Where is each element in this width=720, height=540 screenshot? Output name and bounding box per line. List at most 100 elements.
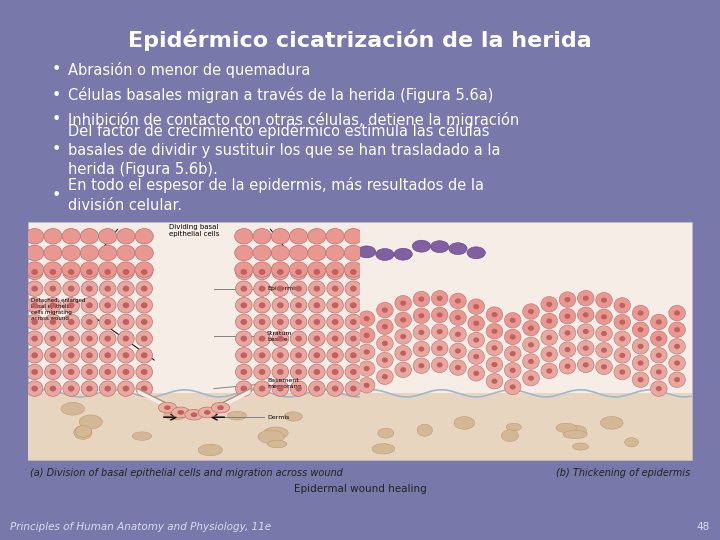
Ellipse shape <box>45 281 61 296</box>
Text: •: • <box>52 63 61 78</box>
Ellipse shape <box>327 364 343 380</box>
Ellipse shape <box>309 314 325 330</box>
Ellipse shape <box>86 302 93 308</box>
Ellipse shape <box>595 309 612 325</box>
Ellipse shape <box>86 269 93 275</box>
Ellipse shape <box>473 370 480 376</box>
Ellipse shape <box>104 369 111 375</box>
Ellipse shape <box>50 269 56 275</box>
Ellipse shape <box>564 314 570 319</box>
Ellipse shape <box>455 365 461 370</box>
Ellipse shape <box>382 374 388 379</box>
Ellipse shape <box>572 443 588 450</box>
Ellipse shape <box>632 355 649 371</box>
Ellipse shape <box>136 331 153 346</box>
Ellipse shape <box>68 286 74 292</box>
Ellipse shape <box>577 340 594 356</box>
Ellipse shape <box>313 336 320 342</box>
Ellipse shape <box>99 364 116 380</box>
Text: •: • <box>52 187 61 202</box>
Ellipse shape <box>468 366 485 381</box>
Ellipse shape <box>289 245 307 261</box>
Ellipse shape <box>307 245 326 261</box>
Ellipse shape <box>104 302 111 308</box>
Ellipse shape <box>327 298 343 313</box>
Ellipse shape <box>313 269 320 275</box>
Ellipse shape <box>32 352 38 358</box>
Ellipse shape <box>62 262 81 278</box>
Ellipse shape <box>99 331 116 346</box>
Ellipse shape <box>505 329 521 345</box>
Ellipse shape <box>650 381 667 396</box>
Ellipse shape <box>473 321 480 326</box>
Ellipse shape <box>240 386 247 392</box>
Ellipse shape <box>400 301 406 306</box>
Ellipse shape <box>326 245 344 261</box>
Ellipse shape <box>413 341 430 357</box>
Ellipse shape <box>418 347 424 352</box>
Ellipse shape <box>235 262 253 278</box>
Ellipse shape <box>619 320 625 325</box>
Ellipse shape <box>104 319 111 325</box>
Ellipse shape <box>523 354 539 369</box>
Ellipse shape <box>68 352 74 358</box>
Ellipse shape <box>656 353 662 358</box>
Ellipse shape <box>326 228 344 244</box>
Text: 48: 48 <box>697 522 710 532</box>
Ellipse shape <box>295 336 302 342</box>
Ellipse shape <box>382 341 388 346</box>
Ellipse shape <box>563 430 587 438</box>
Ellipse shape <box>253 281 271 296</box>
Ellipse shape <box>431 341 448 356</box>
Ellipse shape <box>431 241 449 253</box>
Ellipse shape <box>364 383 369 388</box>
Ellipse shape <box>258 336 266 342</box>
Ellipse shape <box>68 386 74 392</box>
Ellipse shape <box>350 369 356 375</box>
Ellipse shape <box>122 336 130 342</box>
Ellipse shape <box>359 361 375 376</box>
Ellipse shape <box>63 331 79 346</box>
Ellipse shape <box>289 228 307 244</box>
Ellipse shape <box>437 346 443 351</box>
Ellipse shape <box>350 302 356 308</box>
Ellipse shape <box>81 264 98 280</box>
Ellipse shape <box>50 352 56 358</box>
Ellipse shape <box>656 386 662 391</box>
Ellipse shape <box>614 364 631 380</box>
Ellipse shape <box>486 374 503 389</box>
Ellipse shape <box>632 322 649 338</box>
Ellipse shape <box>523 337 539 353</box>
Ellipse shape <box>45 264 61 280</box>
Ellipse shape <box>117 381 134 396</box>
Ellipse shape <box>345 264 361 280</box>
Ellipse shape <box>62 245 81 261</box>
Polygon shape <box>138 389 251 422</box>
Ellipse shape <box>86 286 93 292</box>
Text: •: • <box>52 143 61 158</box>
Ellipse shape <box>345 381 361 396</box>
Ellipse shape <box>135 245 153 261</box>
Ellipse shape <box>44 262 62 278</box>
Ellipse shape <box>468 315 485 331</box>
Ellipse shape <box>394 248 413 260</box>
Ellipse shape <box>50 386 56 392</box>
Ellipse shape <box>141 269 148 275</box>
Ellipse shape <box>290 314 307 330</box>
Ellipse shape <box>258 319 266 325</box>
Ellipse shape <box>467 247 485 259</box>
Ellipse shape <box>313 302 320 308</box>
Ellipse shape <box>395 295 411 311</box>
Text: Stratum
basale: Stratum basale <box>267 331 292 342</box>
Ellipse shape <box>277 386 284 392</box>
Ellipse shape <box>669 355 685 371</box>
Ellipse shape <box>136 381 153 396</box>
Ellipse shape <box>136 298 153 313</box>
Ellipse shape <box>492 345 498 350</box>
Ellipse shape <box>79 415 102 429</box>
Ellipse shape <box>309 264 325 280</box>
Ellipse shape <box>528 309 534 314</box>
Ellipse shape <box>122 286 130 292</box>
Ellipse shape <box>577 357 594 373</box>
Ellipse shape <box>68 369 74 375</box>
